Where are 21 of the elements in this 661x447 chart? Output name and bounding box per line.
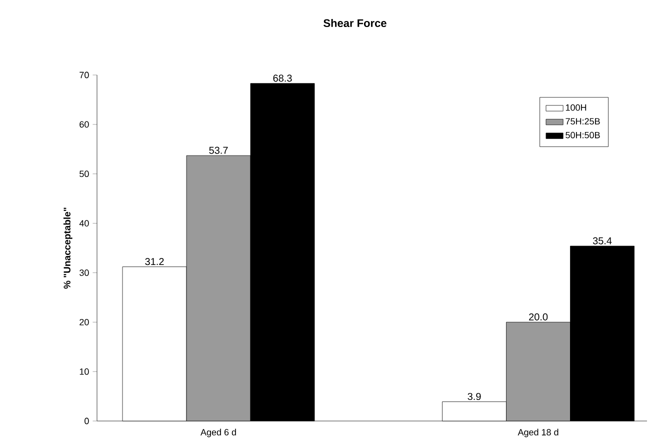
legend-label: 100H bbox=[566, 104, 586, 111]
legend-label: 50H:50B bbox=[566, 132, 600, 138]
data-label: 53.7 bbox=[209, 146, 228, 154]
y-tick-label: 20 bbox=[80, 318, 89, 326]
y-tick-label: 60 bbox=[80, 121, 89, 128]
legend-label: 75H:25B bbox=[566, 118, 600, 125]
x-tick-label: Aged 6 d bbox=[200, 428, 236, 438]
y-axis-title: % "Unacceptable" bbox=[63, 208, 72, 289]
y-tick-label: 40 bbox=[79, 220, 89, 226]
data-label: 31.2 bbox=[145, 258, 164, 266]
data-label: 35.4 bbox=[592, 237, 612, 244]
y-tick-label: 70 bbox=[80, 72, 89, 78]
y-tick-label: 50 bbox=[80, 170, 89, 178]
y-tick-label: 10 bbox=[80, 368, 89, 375]
data-label: 20.0 bbox=[529, 313, 548, 320]
data-label: 3.9 bbox=[468, 392, 481, 400]
x-tick-label: Aged 18 d bbox=[518, 428, 558, 438]
chart-title: Shear Force bbox=[324, 18, 386, 28]
y-tick-label: 30 bbox=[80, 270, 89, 276]
data-label: 68.3 bbox=[273, 74, 292, 82]
y-tick-label: 0 bbox=[84, 418, 89, 424]
